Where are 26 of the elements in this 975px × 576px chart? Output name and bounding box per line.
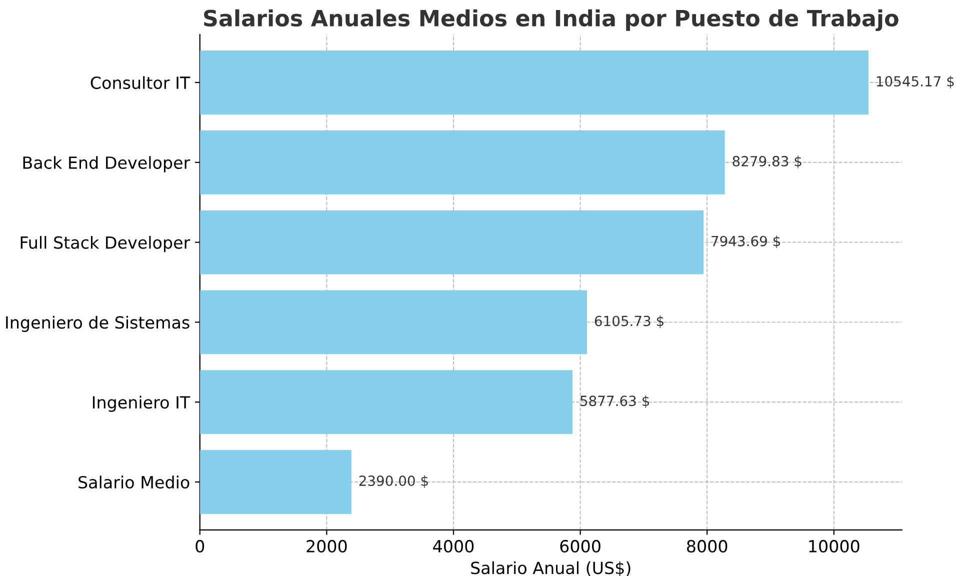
x-tick-label: 10000 xyxy=(809,540,860,553)
data-label: 2390.00 $ xyxy=(359,475,428,488)
x-tick-label: 4000 xyxy=(433,540,474,553)
x-tick-label: 2000 xyxy=(306,540,347,553)
bar xyxy=(200,290,587,354)
y-tick-label: Salario Medio xyxy=(78,476,190,489)
data-label: 10545.17 $ xyxy=(876,76,954,88)
bar xyxy=(200,370,573,434)
bar xyxy=(200,130,725,194)
data-label: 5877.63 $ xyxy=(580,395,650,408)
x-axis-title: Salario Anual (US$) xyxy=(471,561,630,576)
y-tick-label: Ingeniero de Sistemas xyxy=(6,316,190,332)
y-tick-label: Ingeniero IT xyxy=(92,396,190,412)
data-label: 6105.73 $ xyxy=(594,315,664,328)
bar xyxy=(200,450,352,514)
x-tick-label: 0 xyxy=(196,540,204,553)
bar xyxy=(200,210,704,274)
chart-title: Salarios Anuales Medios en India por Puesto de Trabajo xyxy=(204,9,898,32)
data-label: 7943.69 $ xyxy=(712,236,780,248)
x-tick-label: 6000 xyxy=(560,540,600,553)
y-tick-label: Consultor IT xyxy=(90,76,190,90)
x-tick-label: 8000 xyxy=(687,540,728,553)
y-tick-label: Full Stack Developer xyxy=(20,236,190,252)
bar xyxy=(200,50,868,114)
y-tick-label: Back End Developer xyxy=(23,156,190,172)
data-label: 8279.83 $ xyxy=(732,156,802,168)
